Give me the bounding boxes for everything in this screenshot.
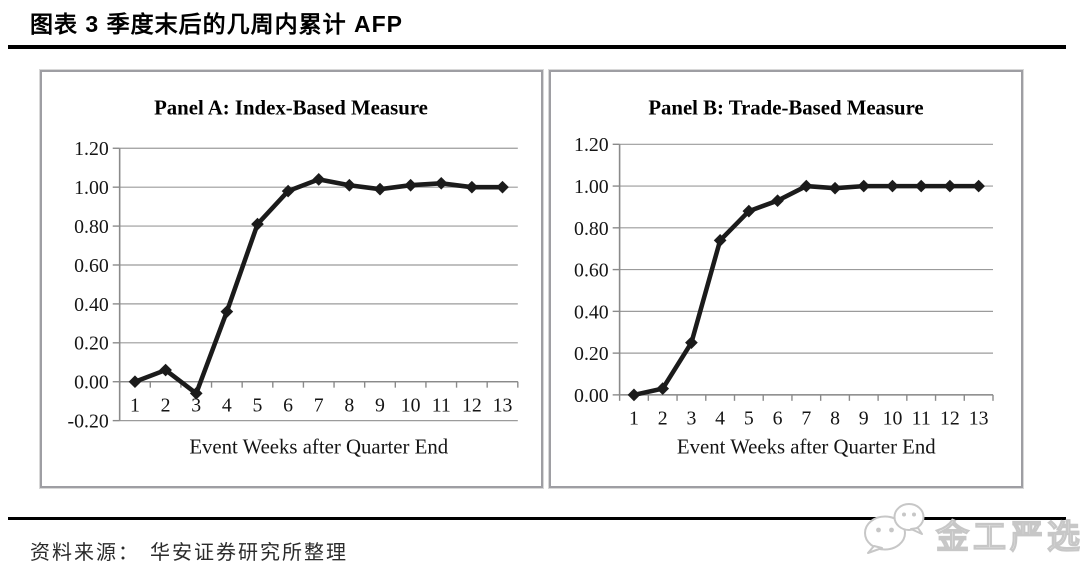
y-tick-label: 0.20	[74, 333, 109, 355]
y-axis-labels: 1.20 1.00 0.80 0.60 0.40 0.20 0.00 -0.20	[68, 138, 109, 432]
x-tick-label: 13	[493, 394, 513, 416]
x-axis-labels: 1 2 3 4 5 6 7 8 9 10 11 12 13	[130, 394, 512, 416]
x-tick-label: 9	[375, 394, 385, 416]
x-tick-label: 4	[715, 408, 725, 430]
y-tick-label: 1.20	[74, 138, 109, 160]
data-point	[496, 180, 509, 194]
panel-a-chart: 1.201.000.800.600.400.200.00-0.201 2 3 4 5 6 7…	[68, 97, 519, 458]
x-tick-label: 13	[969, 408, 989, 430]
data-point	[886, 179, 899, 193]
x-axis-title: Event Weeks after Quarter End	[189, 435, 448, 458]
y-tick-label: 1.00	[74, 177, 109, 199]
figure-title: 图表 3 季度末后的几周内累计 AFP	[30, 11, 403, 37]
x-axis-title: Event Weeks after Quarter End	[677, 435, 936, 458]
grid-lines	[612, 143, 993, 396]
data-point	[627, 388, 641, 402]
data-point	[828, 181, 842, 195]
data-point	[251, 217, 264, 231]
data-point	[373, 182, 387, 196]
data-point	[465, 180, 479, 194]
panel-b-box: 1.20 1.00 0.80 0.60 0.40 0.20 0.00 1 2 3 4 5 6 7 8 9 10 1…	[549, 70, 1023, 488]
y-tick-label: 0.40	[574, 301, 609, 323]
bottom-rule	[8, 517, 1066, 520]
x-tick-label: 12	[940, 408, 960, 430]
y-tick-label: 0.00	[74, 372, 109, 394]
x-tick-label: 9	[859, 408, 869, 430]
data-point	[799, 179, 813, 193]
title-rule	[8, 45, 1066, 49]
y-tick-label: 1.20	[574, 134, 609, 156]
data-point	[742, 204, 756, 218]
x-tick-label: 7	[314, 394, 324, 416]
x-tick-label: 12	[462, 394, 482, 416]
y-tick-label: 1.00	[574, 176, 609, 198]
data-point	[220, 305, 234, 319]
x-tick-label: 5	[744, 408, 754, 430]
axes	[618, 144, 994, 401]
watermark-text: 金工严选	[935, 517, 1080, 555]
y-tick-label: 0.00	[574, 385, 609, 407]
source-line: 资料来源： 华安证券研究所整理	[30, 536, 348, 565]
data-point	[713, 234, 727, 247]
data-point	[914, 179, 928, 193]
source-label: 资料来源：	[30, 542, 140, 564]
x-tick-label: 2	[658, 408, 668, 430]
data-point	[943, 179, 957, 193]
y-tick-label: 0.60	[574, 260, 609, 282]
data-point	[312, 173, 326, 186]
y-tick-label: 0.80	[574, 218, 609, 240]
x-tick-label: 5	[253, 394, 263, 416]
x-tick-label: 7	[801, 408, 811, 430]
x-tick-label: 4	[222, 394, 232, 416]
data-point	[189, 387, 203, 400]
panel-b-chart: 1.201.000.800.600.400.200.001 2 3 4 5 6 7 8 9 10 1…	[574, 97, 994, 458]
wechat-icon	[864, 503, 925, 554]
data-point	[128, 375, 142, 389]
panel-title: Panel B: Trade-Based Measure	[648, 97, 923, 120]
x-tick-label: 8	[830, 408, 840, 430]
x-axis-labels: 1 2 3 4 5 6 7 8 9 10 11 12 13	[629, 408, 989, 430]
x-tick-label: 6	[283, 394, 293, 416]
y-tick-label: 0.60	[74, 255, 109, 277]
x-tick-label: 1	[130, 394, 140, 416]
x-tick-label: 3	[686, 408, 696, 430]
data-point	[972, 179, 985, 193]
source-text: 华安证券研究所整理	[150, 542, 348, 564]
x-tick-label: 1	[629, 408, 639, 430]
x-tick-label: 3	[191, 394, 201, 416]
x-tick-label: 8	[344, 394, 354, 416]
series-line	[134, 177, 503, 398]
x-tick-label: 6	[773, 408, 783, 430]
data-point	[343, 178, 356, 192]
watermark: 金工严选	[860, 500, 1080, 556]
x-tick-label: 11	[912, 408, 931, 430]
panel-a-box: 1.20 1.00 0.80 0.60 0.40 0.20 0.00 -0.20 1 2 3 4 5 6 7…	[40, 70, 543, 488]
x-tick-label: 2	[161, 394, 171, 416]
data-point	[857, 179, 871, 193]
x-tick-label: 10	[401, 394, 421, 416]
y-tick-label: 0.80	[74, 216, 109, 238]
panel-title: Panel A: Index-Based Measure	[154, 97, 428, 120]
x-tick-label: 10	[883, 408, 903, 430]
y-tick-label: -0.20	[68, 411, 109, 433]
data-point	[404, 178, 417, 192]
data-point-markers	[128, 173, 509, 400]
y-axis-labels: 1.20 1.00 0.80 0.60 0.40 0.20 0.00	[574, 134, 609, 407]
data-point-markers	[627, 179, 985, 402]
x-tick-label: 11	[432, 394, 451, 416]
y-tick-label: 0.40	[74, 294, 109, 316]
series-line	[633, 183, 979, 398]
grid-lines	[112, 147, 518, 422]
y-tick-label: 0.20	[574, 343, 609, 365]
